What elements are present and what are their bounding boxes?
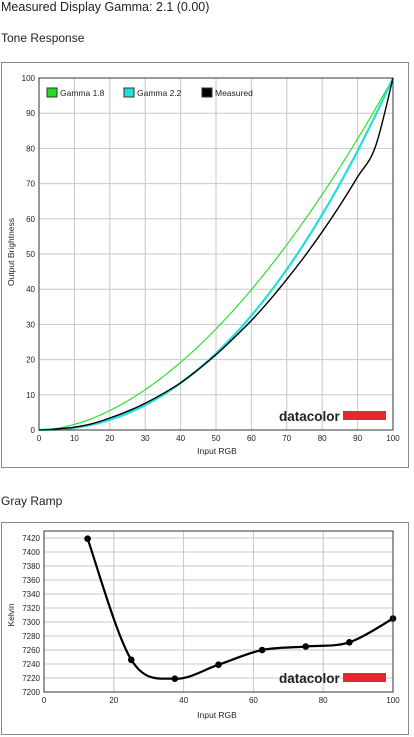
gray-ramp-panel: 0 20 40 60 80 100 7200 7220 7240 7260 7280 7300 7320…	[1, 522, 409, 735]
x-tick-label: 0	[37, 434, 42, 443]
y-tick-label: 7360	[22, 576, 40, 585]
y-tick-label: 7220	[22, 674, 40, 683]
x-tick-label: 20	[109, 696, 118, 705]
legend-swatch-gamma18	[46, 87, 58, 98]
x-tick-label: 70	[282, 434, 291, 443]
x-tick-label: 100	[386, 434, 400, 443]
y-tick-label: 7320	[22, 604, 40, 613]
x-tick-label: 90	[353, 434, 362, 443]
kelvin-point	[302, 643, 310, 650]
legend-label-gamma18: Gamma 1.8	[60, 88, 105, 98]
legend-swatch-gamma22	[123, 87, 135, 98]
tone-response-chart: 0 10 20 30 40 50 60 70 80 90 100 0 10 20 30 40 50 60 70 80 9…	[6, 74, 400, 456]
kelvin-point	[258, 646, 266, 654]
plot-border	[43, 530, 394, 693]
watermark-bar	[343, 411, 386, 420]
kelvin-line	[86, 538, 394, 680]
plot-border	[38, 77, 394, 431]
series-gamma-1.8-line	[38, 77, 394, 431]
legend-label-measured: Measured	[215, 88, 253, 98]
tone-response-panel: 0 10 20 30 40 50 60 70 80 90 100 0 10 20 30 40 50 60 70 80 9…	[1, 62, 409, 468]
x-tick-label: 60	[247, 434, 256, 443]
kelvin-point	[215, 661, 222, 668]
y-tick-label: 7340	[22, 590, 40, 599]
x-tick-label: 30	[141, 434, 150, 443]
y-tick-label: 80	[26, 144, 35, 153]
series-gamma-2.2-line	[38, 77, 394, 432]
watermark-text: datacolor	[279, 671, 341, 686]
y-tick-label: 7380	[22, 562, 40, 571]
gray-x-axis-label: Input RGB	[197, 710, 237, 720]
y-tick-label: 7240	[22, 660, 40, 669]
kelvin-point	[127, 656, 135, 664]
tone-response-title: Tone Response	[1, 31, 85, 45]
y-tick-label: 7200	[22, 688, 40, 697]
page-title: Measured Display Gamma: 2.1 (0.00)	[1, 0, 210, 14]
x-tick-label: 10	[70, 434, 79, 443]
x-tick-label: 50	[212, 434, 221, 443]
y-tick-label: 7260	[22, 646, 40, 655]
x-tick-label: 100	[386, 696, 400, 705]
y-tick-label: 50	[26, 250, 35, 259]
gray-ramp-chart: 0 20 40 60 80 100 7200 7220 7240 7260 7280 7300 7320…	[6, 530, 400, 720]
chart-legend: Gamma 1.8 Gamma 2.2 Measured	[46, 87, 253, 98]
y-tick-label: 7300	[22, 618, 40, 627]
watermark-bar	[343, 673, 386, 682]
y-tick-label: 40	[26, 285, 35, 294]
legend-label-gamma22: Gamma 2.2	[137, 88, 182, 98]
x-tick-label: 80	[318, 434, 327, 443]
y-tick-label: 7420	[22, 534, 40, 543]
y-tick-label: 90	[26, 109, 35, 118]
tone-y-axis-label: Output Brightness	[6, 218, 16, 286]
x-tick-label: 80	[319, 696, 328, 705]
y-tick-label: 0	[31, 426, 36, 435]
x-tick-label: 60	[249, 696, 258, 705]
kelvin-point	[171, 675, 179, 682]
tone-x-axis-label: Input RGB	[197, 446, 237, 456]
legend-swatch-measured	[201, 87, 213, 98]
gray-y-axis-label: Kelvin	[6, 603, 16, 626]
y-tick-label: 70	[26, 180, 35, 189]
x-tick-label: 20	[105, 434, 114, 443]
y-tick-label: 7280	[22, 632, 40, 641]
x-tick-label: 40	[179, 696, 188, 705]
y-tick-label: 20	[26, 356, 35, 365]
kelvin-point	[346, 639, 353, 646]
y-tick-label: 60	[26, 215, 35, 224]
y-tick-label: 10	[26, 391, 35, 400]
kelvin-point	[84, 535, 91, 542]
gray-ramp-title: Gray Ramp	[1, 494, 63, 508]
datacolor-watermark: datacolor	[279, 671, 386, 686]
datacolor-watermark: datacolor	[279, 409, 386, 424]
x-tick-label: 40	[176, 434, 185, 443]
y-tick-label: 30	[26, 320, 35, 329]
y-tick-label: 7400	[22, 548, 40, 557]
watermark-text: datacolor	[279, 409, 341, 424]
x-tick-label: 0	[42, 696, 47, 705]
y-tick-label: 100	[22, 74, 36, 83]
series-measured-line	[38, 77, 394, 431]
